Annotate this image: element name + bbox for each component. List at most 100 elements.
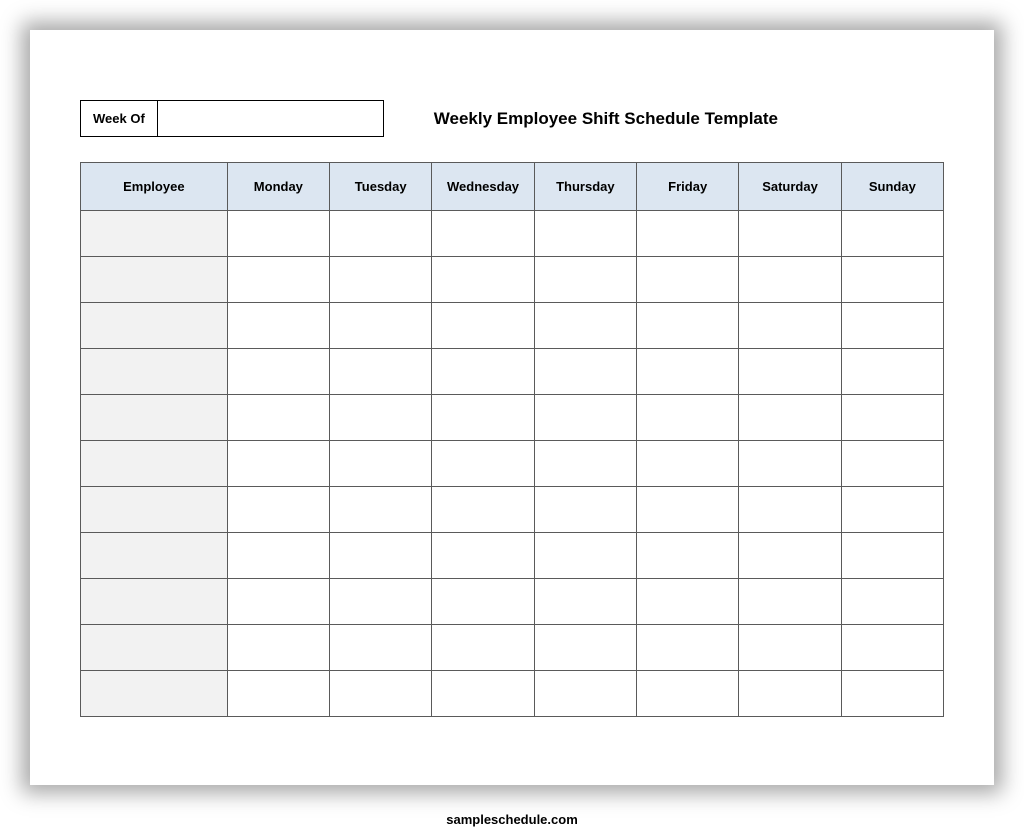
shift-cell[interactable]: [330, 441, 432, 487]
shift-cell[interactable]: [330, 671, 432, 717]
shift-cell[interactable]: [739, 441, 841, 487]
employee-cell[interactable]: [81, 349, 228, 395]
shift-cell[interactable]: [739, 671, 841, 717]
shift-cell[interactable]: [227, 257, 329, 303]
shift-cell[interactable]: [637, 533, 739, 579]
shift-cell[interactable]: [432, 441, 534, 487]
shift-cell[interactable]: [637, 349, 739, 395]
shift-cell[interactable]: [841, 533, 943, 579]
shift-cell[interactable]: [739, 349, 841, 395]
employee-cell[interactable]: [81, 303, 228, 349]
shift-cell[interactable]: [841, 211, 943, 257]
shift-cell[interactable]: [432, 395, 534, 441]
table-row: [81, 671, 944, 717]
shift-cell[interactable]: [841, 671, 943, 717]
shift-cell[interactable]: [637, 487, 739, 533]
employee-cell[interactable]: [81, 395, 228, 441]
shift-cell[interactable]: [534, 303, 636, 349]
column-header-monday: Monday: [227, 163, 329, 211]
shift-cell[interactable]: [432, 579, 534, 625]
employee-cell[interactable]: [81, 257, 228, 303]
column-header-friday: Friday: [637, 163, 739, 211]
shift-cell[interactable]: [330, 533, 432, 579]
shift-cell[interactable]: [534, 257, 636, 303]
shift-cell[interactable]: [637, 579, 739, 625]
employee-cell[interactable]: [81, 579, 228, 625]
table-row: [81, 625, 944, 671]
table-body: [81, 211, 944, 717]
shift-cell[interactable]: [534, 441, 636, 487]
shift-cell[interactable]: [227, 533, 329, 579]
shift-cell[interactable]: [330, 395, 432, 441]
shift-cell[interactable]: [841, 395, 943, 441]
shift-cell[interactable]: [432, 257, 534, 303]
shift-cell[interactable]: [739, 303, 841, 349]
shift-cell[interactable]: [637, 303, 739, 349]
shift-cell[interactable]: [739, 533, 841, 579]
shift-cell[interactable]: [534, 625, 636, 671]
shift-cell[interactable]: [739, 395, 841, 441]
shift-cell[interactable]: [637, 625, 739, 671]
shift-cell[interactable]: [330, 211, 432, 257]
watermark-text: sampleschedule.com: [0, 812, 1024, 827]
shift-cell[interactable]: [227, 671, 329, 717]
column-header-tuesday: Tuesday: [330, 163, 432, 211]
shift-cell[interactable]: [841, 303, 943, 349]
page-title: Weekly Employee Shift Schedule Template: [434, 109, 778, 129]
shift-cell[interactable]: [534, 579, 636, 625]
shift-cell[interactable]: [841, 441, 943, 487]
column-header-saturday: Saturday: [739, 163, 841, 211]
employee-cell[interactable]: [81, 487, 228, 533]
shift-cell[interactable]: [739, 487, 841, 533]
shift-cell[interactable]: [432, 303, 534, 349]
shift-cell[interactable]: [841, 625, 943, 671]
shift-cell[interactable]: [534, 487, 636, 533]
shift-cell[interactable]: [227, 349, 329, 395]
shift-cell[interactable]: [227, 303, 329, 349]
shift-cell[interactable]: [432, 349, 534, 395]
shift-cell[interactable]: [227, 579, 329, 625]
shift-cell[interactable]: [841, 487, 943, 533]
shift-cell[interactable]: [227, 441, 329, 487]
shift-cell[interactable]: [534, 671, 636, 717]
week-of-input[interactable]: [158, 101, 383, 136]
shift-cell[interactable]: [637, 257, 739, 303]
shift-cell[interactable]: [330, 257, 432, 303]
shift-cell[interactable]: [534, 349, 636, 395]
employee-cell[interactable]: [81, 671, 228, 717]
shift-cell[interactable]: [841, 579, 943, 625]
shift-cell[interactable]: [841, 257, 943, 303]
table-row: [81, 303, 944, 349]
column-header-employee: Employee: [81, 163, 228, 211]
shift-cell[interactable]: [330, 303, 432, 349]
shift-cell[interactable]: [637, 671, 739, 717]
shift-cell[interactable]: [534, 211, 636, 257]
shift-cell[interactable]: [739, 211, 841, 257]
employee-cell[interactable]: [81, 625, 228, 671]
shift-cell[interactable]: [739, 625, 841, 671]
employee-cell[interactable]: [81, 533, 228, 579]
shift-cell[interactable]: [841, 349, 943, 395]
shift-cell[interactable]: [739, 257, 841, 303]
employee-cell[interactable]: [81, 211, 228, 257]
shift-cell[interactable]: [432, 671, 534, 717]
shift-cell[interactable]: [227, 395, 329, 441]
shift-cell[interactable]: [227, 487, 329, 533]
shift-cell[interactable]: [330, 625, 432, 671]
shift-cell[interactable]: [432, 487, 534, 533]
employee-cell[interactable]: [81, 441, 228, 487]
shift-cell[interactable]: [330, 349, 432, 395]
shift-cell[interactable]: [534, 395, 636, 441]
shift-cell[interactable]: [432, 625, 534, 671]
shift-cell[interactable]: [739, 579, 841, 625]
shift-cell[interactable]: [637, 395, 739, 441]
shift-cell[interactable]: [330, 579, 432, 625]
shift-cell[interactable]: [534, 533, 636, 579]
shift-cell[interactable]: [227, 211, 329, 257]
shift-cell[interactable]: [432, 211, 534, 257]
shift-cell[interactable]: [227, 625, 329, 671]
shift-cell[interactable]: [330, 487, 432, 533]
shift-cell[interactable]: [637, 441, 739, 487]
shift-cell[interactable]: [637, 211, 739, 257]
shift-cell[interactable]: [432, 533, 534, 579]
